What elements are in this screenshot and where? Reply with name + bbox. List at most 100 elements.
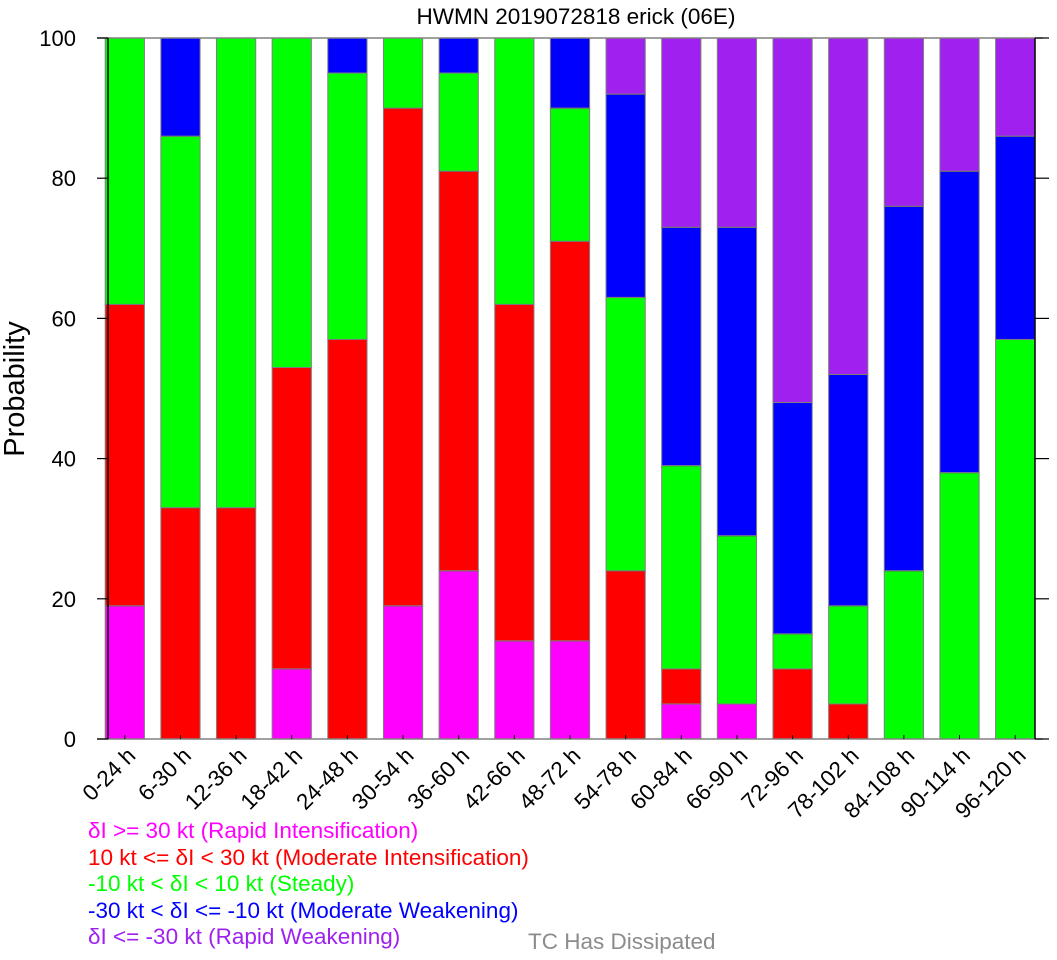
bar-stack xyxy=(661,37,702,740)
bar-stack xyxy=(883,37,924,740)
legend-dissipated: TC Has Dissipated xyxy=(528,929,716,954)
y-tick-label: 100 xyxy=(39,26,76,51)
bar-stack xyxy=(772,37,813,740)
bar-segment xyxy=(939,170,980,474)
x-tick-label: 66-90 h xyxy=(681,743,753,815)
x-ticks-group: 0-24 h6-30 h12-36 h18-42 h24-48 h30-54 h… xyxy=(78,735,1031,823)
bar-segment xyxy=(716,37,758,228)
x-tick-label: 54-78 h xyxy=(570,743,642,815)
chart-title: HWMN 2019072818 erick (06E) xyxy=(417,4,736,29)
bar-stack xyxy=(216,37,257,740)
x-tick-label: 48-72 h xyxy=(514,743,586,815)
bar-segment xyxy=(382,37,424,109)
bar-stack xyxy=(327,37,368,740)
bar-segment xyxy=(661,668,702,705)
bar-segment xyxy=(605,570,646,740)
bar-segment xyxy=(939,37,980,172)
bar-segment xyxy=(772,37,813,404)
bar-segment xyxy=(828,605,869,705)
y-tick-label: 60 xyxy=(52,306,76,331)
bar-segment xyxy=(883,570,924,740)
bar-segment xyxy=(661,226,702,467)
x-tick-label: 36-60 h xyxy=(403,743,475,815)
bar-stack xyxy=(549,37,591,740)
x-tick-label: 12-36 h xyxy=(180,743,252,815)
bar-stack xyxy=(160,37,201,740)
bar-segment xyxy=(549,640,591,740)
bar-segment xyxy=(216,37,257,509)
bar-segment xyxy=(605,37,646,95)
bar-segment xyxy=(772,668,813,740)
bar-stack xyxy=(995,37,1036,740)
bar-segment xyxy=(216,507,257,740)
bar-segment xyxy=(995,135,1036,340)
y-axis-label: Probability xyxy=(0,321,31,457)
bar-stack xyxy=(271,37,312,740)
bar-segment xyxy=(716,535,758,705)
bar-segment xyxy=(160,507,201,740)
bar-segment xyxy=(772,633,813,670)
bar-segment xyxy=(716,226,758,537)
bar-segment xyxy=(271,668,312,740)
bar-segment xyxy=(828,373,869,607)
bar-stack xyxy=(382,37,424,740)
bar-segment xyxy=(494,303,535,642)
bar-stack xyxy=(605,37,646,740)
bar-stack xyxy=(828,37,869,740)
bar-segment xyxy=(104,37,145,305)
legend-item: δI <= -30 kt (Rapid Weakening) xyxy=(88,924,401,949)
x-tick-label: 60-84 h xyxy=(625,743,697,815)
bar-segment xyxy=(661,465,702,670)
bar-stack xyxy=(716,37,758,740)
y-tick-label: 40 xyxy=(52,447,76,472)
bar-segment xyxy=(995,338,1036,740)
bar-segment xyxy=(549,37,591,109)
bars-group xyxy=(104,37,1036,740)
bar-segment xyxy=(494,37,535,305)
bar-segment xyxy=(549,240,591,642)
bar-segment xyxy=(883,205,924,572)
bar-segment xyxy=(160,135,201,509)
bar-segment xyxy=(828,37,869,375)
y-tick-label: 0 xyxy=(64,727,76,752)
bar-segment xyxy=(605,93,646,298)
bar-segment xyxy=(104,605,145,740)
bar-stack xyxy=(939,37,980,740)
bar-stack xyxy=(438,37,479,740)
x-tick-label: 42-66 h xyxy=(458,743,530,815)
legend-item: -10 kt < δI < 10 kt (Steady) xyxy=(88,871,355,896)
bar-segment xyxy=(828,703,869,740)
legend-item: 10 kt <= δI < 30 kt (Moderate Intensific… xyxy=(88,844,529,870)
bar-segment xyxy=(772,402,813,635)
x-tick-label: 30-54 h xyxy=(347,743,419,815)
bar-segment xyxy=(883,37,924,207)
bar-segment xyxy=(327,338,368,740)
bar-segment xyxy=(661,703,702,740)
bar-segment xyxy=(382,107,424,607)
legend-item: -30 kt < δI <= -10 kt (Moderate Weakenin… xyxy=(88,897,519,923)
bar-segment xyxy=(382,605,424,740)
bar-stack xyxy=(494,37,535,740)
y-ticks-group: 0 20 40 60 80 100 xyxy=(39,26,1049,752)
x-tick-label: 18-42 h xyxy=(236,743,308,815)
bar-segment xyxy=(605,296,646,572)
bar-segment xyxy=(549,107,591,242)
bar-segment xyxy=(438,170,479,572)
bar-segment xyxy=(438,72,479,172)
y-tick-label: 80 xyxy=(52,166,76,191)
bar-segment xyxy=(104,303,145,607)
x-tick-label: 24-48 h xyxy=(291,743,363,815)
legend: δI >= 30 kt (Rapid Intensification) 10 kt… xyxy=(88,818,529,951)
bar-segment xyxy=(438,37,479,74)
bar-stack xyxy=(104,37,145,740)
bar-segment xyxy=(271,37,312,368)
bar-segment xyxy=(327,37,368,74)
x-tick-label: 0-24 h xyxy=(78,743,141,806)
bar-segment xyxy=(438,570,479,740)
bar-segment xyxy=(327,72,368,340)
bar-segment xyxy=(160,37,201,137)
bar-segment xyxy=(271,366,312,670)
y-tick-label: 20 xyxy=(52,587,76,612)
bar-segment xyxy=(939,472,980,740)
